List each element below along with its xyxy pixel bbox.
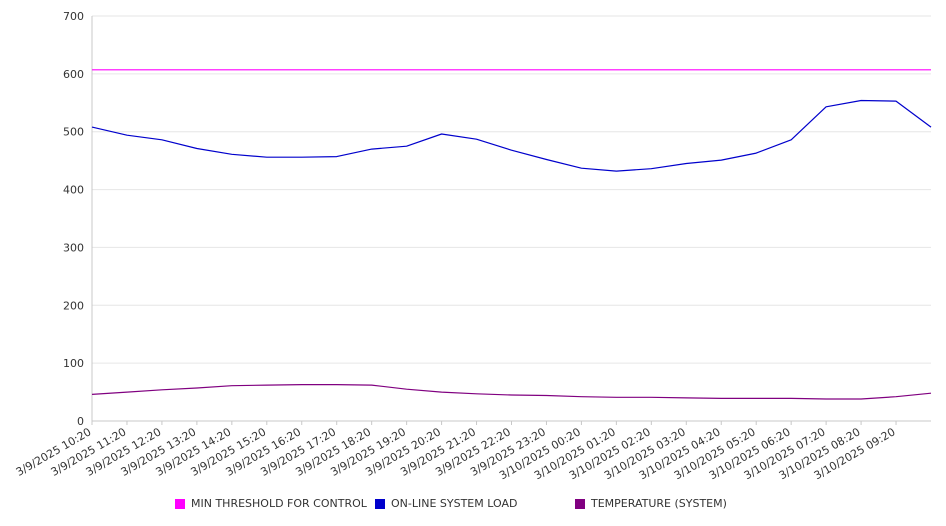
x-axis-ticks: 3/9/2025 10:203/9/2025 11:203/9/2025 12:…: [14, 421, 898, 482]
legend-label-system-load: ON-LINE SYSTEM LOAD: [391, 497, 518, 510]
series-line-2: [91, 384, 932, 400]
series-line-1: [91, 99, 932, 172]
y-axis-ticks: 0 100 200 300 400 500 600 700: [63, 10, 84, 428]
legend-swatch-system-load: [375, 498, 385, 509]
grid-lines: [92, 15, 931, 364]
legend-item-system-load[interactable]: ON-LINE SYSTEM LOAD: [375, 497, 517, 510]
series-lines: [91, 69, 932, 400]
y-tick-label: 500: [63, 126, 84, 139]
y-tick-label: 300: [63, 241, 84, 254]
y-tick-label: 400: [63, 184, 84, 197]
y-tick-label: 0: [77, 415, 84, 428]
legend-swatch-temperature: [575, 498, 585, 509]
axes: [91, 16, 931, 422]
legend-item-min-threshold[interactable]: MIN THRESHOLD FOR CONTROL: [175, 497, 367, 510]
legend-label-min-threshold: MIN THRESHOLD FOR CONTROL: [191, 497, 367, 510]
y-tick-label: 200: [63, 299, 84, 312]
legend-label-temperature: TEMPERATURE (SYSTEM): [591, 497, 727, 510]
legend-swatch-min-threshold: [175, 498, 185, 509]
y-tick-label: 600: [63, 68, 84, 81]
legend-item-temperature[interactable]: TEMPERATURE (SYSTEM): [575, 497, 727, 510]
y-tick-label: 700: [63, 10, 84, 23]
legend: MIN THRESHOLD FOR CONTROL ON-LINE SYSTEM…: [0, 497, 946, 515]
y-tick-label: 100: [63, 357, 84, 370]
